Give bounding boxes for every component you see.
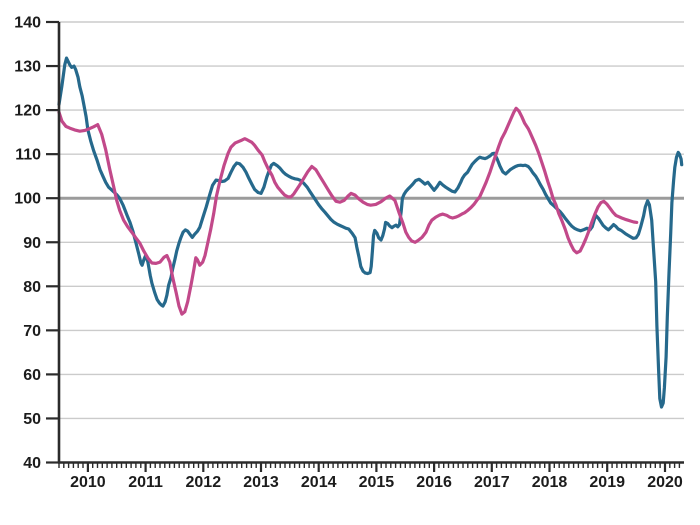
y-axis-label: 110 [15,147,41,164]
x-axis-label: 2018 [532,474,568,491]
y-axis-label: 70 [23,323,41,340]
y-axis-label: 100 [14,191,41,208]
x-axis-label: 2014 [301,474,337,491]
y-axis-label: 40 [23,455,41,472]
y-axis-label: 120 [14,103,41,120]
x-axis-label: 2012 [186,474,222,491]
series-teal-line [57,56,684,409]
x-axis-label: 2020 [647,474,683,491]
x-axis-label: 2015 [359,474,395,491]
x-axis-label: 2010 [70,474,106,491]
x-axis-label: 2019 [589,474,625,491]
y-axis-label: 60 [23,367,41,384]
x-axis-label: 2013 [243,474,279,491]
x-axis-label: 2011 [128,474,163,491]
y-axis-label: 80 [23,279,41,296]
x-axis-label: 2017 [474,474,510,491]
series-magenta-line [57,106,639,316]
x-axis-label: 2016 [416,474,452,491]
y-axis-label: 50 [23,411,41,428]
y-axis-label: 130 [14,59,41,76]
y-axis-label: 90 [23,235,41,252]
y-axis-label: 140 [14,15,41,32]
